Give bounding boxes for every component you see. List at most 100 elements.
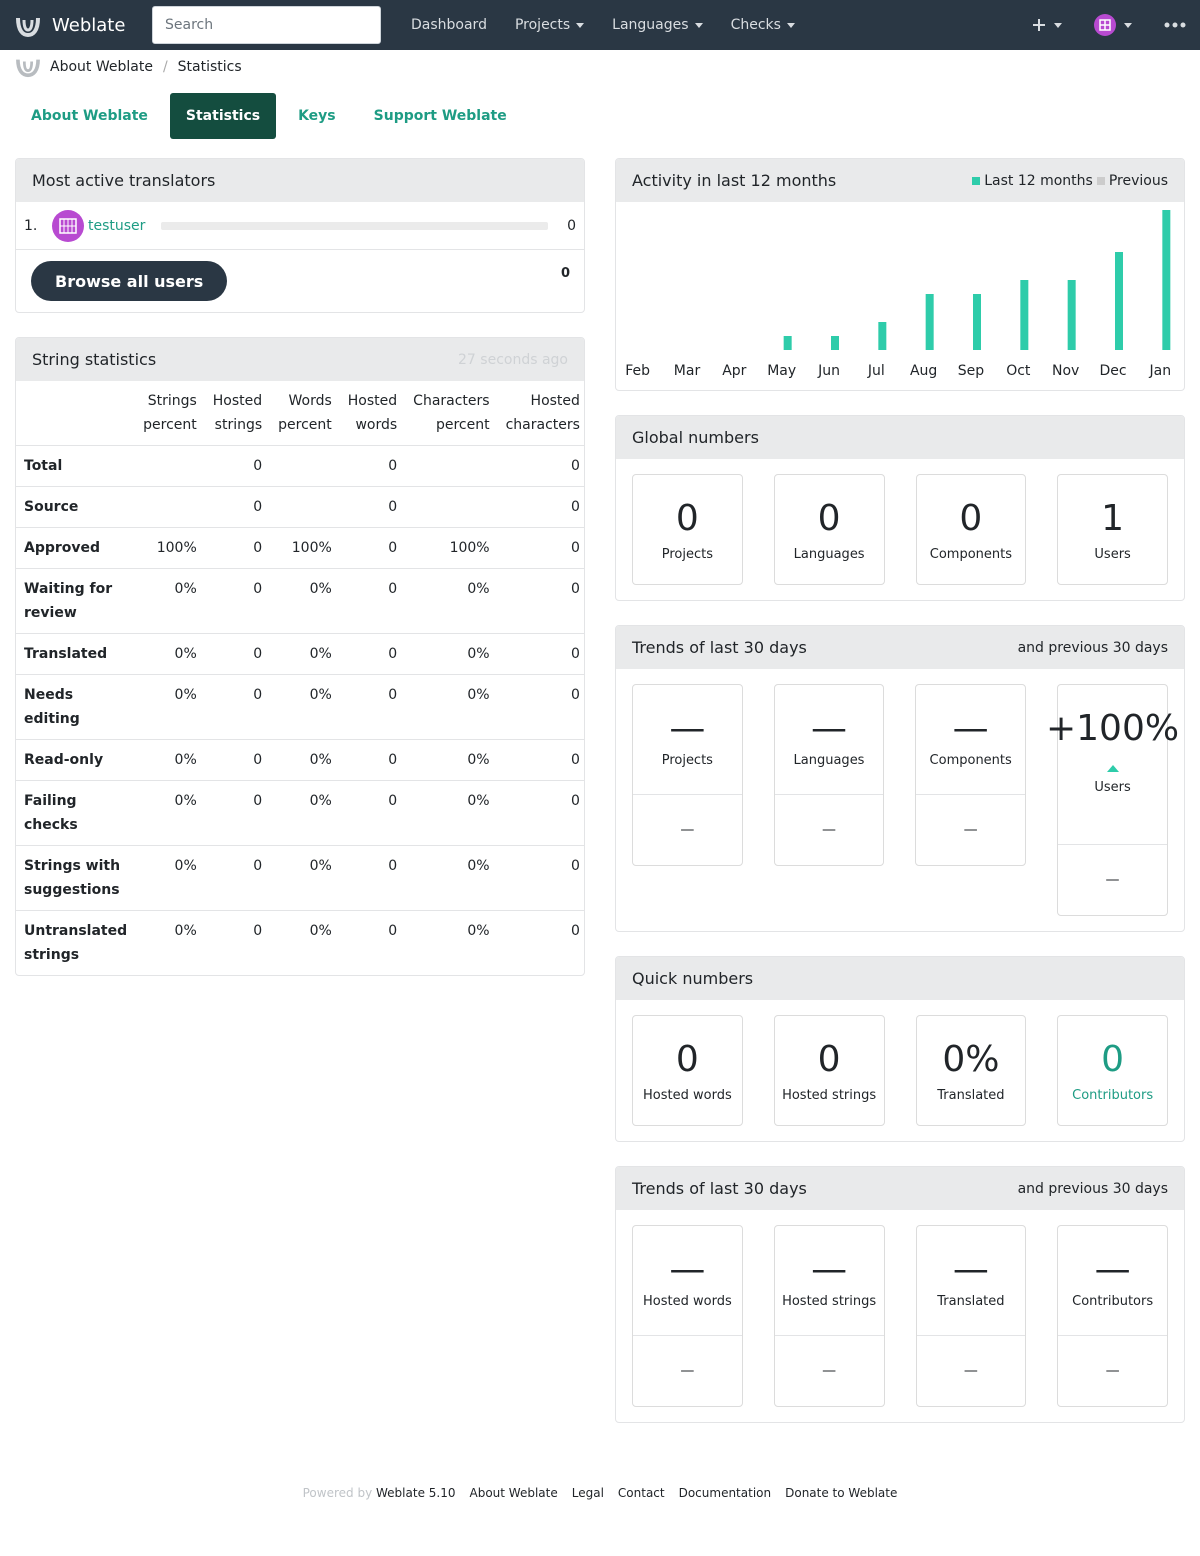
card-title: Trends of last 30 days — [632, 638, 807, 657]
stat-box[interactable]: 1 Users — [1057, 474, 1168, 585]
more-menu-button[interactable] — [1164, 22, 1186, 28]
stat-box-top: — Hosted words — [633, 1226, 742, 1335]
x-tick-label: Mar — [674, 363, 701, 379]
activity-chart: Feb Mar Apr May Jun Jul Aug Sep Oct Nov Dec Jan — [616, 202, 1184, 390]
stat-label: Projects — [661, 753, 713, 768]
stat-value: 0 — [675, 1039, 699, 1080]
left-column: Most active translators 1. testuser 0 Br… — [15, 158, 585, 1000]
card-header: String statistics 27 seconds ago — [16, 338, 584, 381]
row-label-text: Untranslated — [24, 923, 128, 939]
table-cell: 0 — [339, 739, 406, 781]
trend-boxes: — Projects — — Languages — — Components — +100% Us… — [616, 669, 1184, 931]
table-cell: 0 — [497, 568, 584, 634]
avatar[interactable] — [52, 209, 84, 242]
stat-label: Translated — [937, 1088, 1005, 1103]
footer-link-legal[interactable]: Legal — [571, 1486, 604, 1500]
browse-all-users-button[interactable]: Browse all users — [31, 261, 228, 301]
stat-previous: — — [916, 1335, 1026, 1406]
stat-previous: — — [916, 794, 1026, 865]
stat-label: Translated — [937, 1294, 1005, 1309]
string-statistics-table: Strings percent Hosted strings Words percent H… — [16, 381, 584, 975]
stat-box[interactable]: 0 Projects — [632, 474, 743, 585]
x-tick-label: Dec — [1099, 363, 1126, 379]
stat-box[interactable]: — Hosted words — — [632, 1225, 743, 1407]
stat-box[interactable]: — Languages — — [773, 684, 885, 866]
contribution-progress — [161, 221, 548, 230]
user-menu-button[interactable] — [1094, 14, 1132, 36]
trends-card: Trends of last 30 days and previous 30 d… — [615, 1166, 1185, 1423]
card-header: Trends of last 30 days and previous 30 d… — [616, 1167, 1184, 1210]
quick-numbers-card: Quick numbers 0 Hosted words 0 Hosted strin… — [615, 956, 1185, 1142]
table-row: Source 0 0 0 — [16, 486, 584, 528]
footer-link-weblate-version[interactable]: Weblate 5.10 — [376, 1486, 456, 1500]
bar-current-aug — [925, 294, 934, 350]
stat-box[interactable]: — Components — — [915, 684, 1027, 866]
table-header-text: words — [355, 417, 398, 433]
bar-current-jan — [1162, 210, 1171, 350]
trend-up-icon — [1106, 765, 1119, 772]
stat-value: — — [811, 708, 847, 749]
stat-box[interactable]: 0 Hosted words — [632, 1015, 743, 1126]
breadcrumb: About Weblate / Statistics — [0, 50, 1200, 84]
stat-box[interactable]: — Contributors — — [1057, 1225, 1168, 1407]
nav-dashboard[interactable]: Dashboard — [397, 0, 501, 50]
stat-box[interactable]: — Translated — — [915, 1225, 1027, 1407]
breadcrumb-about[interactable]: About Weblate — [50, 59, 153, 75]
tab-keys[interactable]: Keys — [298, 108, 336, 124]
nav-checks[interactable]: Checks — [717, 0, 809, 50]
stat-box[interactable]: 0 Hosted strings — [773, 1015, 885, 1126]
stat-label: Contributors — [1072, 1088, 1154, 1103]
nav-languages[interactable]: Languages — [598, 0, 716, 50]
footer-powered: Powered by Weblate 5.10 — [303, 1486, 456, 1500]
nav-projects[interactable]: Projects — [501, 0, 598, 50]
user-link[interactable]: testuser — [88, 217, 146, 234]
table-cell — [135, 445, 205, 487]
bar-current-sep — [973, 294, 981, 350]
stat-box[interactable]: 0% Translated — [915, 1015, 1027, 1126]
row-label-text: Source — [24, 499, 79, 515]
x-tick-label: Jun — [817, 363, 840, 379]
tab-about-weblate[interactable]: About Weblate — [31, 108, 148, 124]
stat-box[interactable]: 0 Components — [915, 474, 1027, 585]
table-cell: 0 — [339, 845, 406, 911]
footer-link-donate[interactable]: Donate to Weblate — [785, 1486, 898, 1500]
row-label-text: Approved — [24, 540, 101, 556]
stat-box[interactable]: — Hosted strings — — [773, 1225, 885, 1407]
footer-link-documentation[interactable]: Documentation — [678, 1486, 772, 1500]
stat-box[interactable]: +100% Users — — [1046, 684, 1179, 916]
table-cell — [405, 445, 498, 487]
stat-box[interactable]: — Projects — — [632, 684, 743, 866]
footer-link-contact[interactable]: Contact — [617, 1486, 665, 1500]
stat-previous: — — [633, 794, 742, 865]
stat-box[interactable]: 0 Languages — [773, 474, 885, 585]
add-menu-button[interactable] — [1032, 18, 1062, 32]
stat-box-top: — Projects — [633, 685, 742, 794]
stat-box[interactable]: 0 Contributors — [1057, 1015, 1168, 1126]
plus-icon — [1033, 19, 1045, 31]
table-cell: 0 — [497, 633, 584, 675]
table-cell: 0 — [339, 910, 406, 975]
table-header-text: percent — [143, 417, 197, 433]
tab-support-weblate[interactable]: Support Weblate — [373, 108, 507, 124]
x-tick-label: Oct — [1006, 363, 1031, 379]
search-input[interactable]: Search — [152, 6, 381, 44]
table-cell — [270, 445, 340, 487]
table-header: Hosted strings — [205, 381, 270, 446]
stat-label: Hosted strings — [782, 1294, 877, 1309]
tab-statistics[interactable]: Statistics — [169, 93, 277, 139]
table-cell: 0% — [405, 739, 498, 781]
brand[interactable]: Weblate — [14, 11, 152, 39]
table-header-text: Strings — [147, 393, 197, 409]
row-label-text: suggestions — [24, 882, 120, 898]
table-row: Needs editing 0% 0 0% 0 0% 0 — [16, 674, 584, 740]
nav-dashboard-label: Dashboard — [411, 17, 487, 33]
legend-previous: Previous — [1108, 172, 1168, 189]
chevron-down-icon — [786, 22, 795, 28]
table-cell: 0% — [270, 780, 340, 846]
card-title: Quick numbers — [632, 969, 754, 988]
contribution-count: 0 — [567, 217, 576, 234]
avatar — [1094, 14, 1116, 36]
stat-previous: — — [1058, 1335, 1167, 1406]
bar-current-may — [783, 336, 792, 350]
footer-link-about[interactable]: About Weblate — [469, 1486, 558, 1500]
